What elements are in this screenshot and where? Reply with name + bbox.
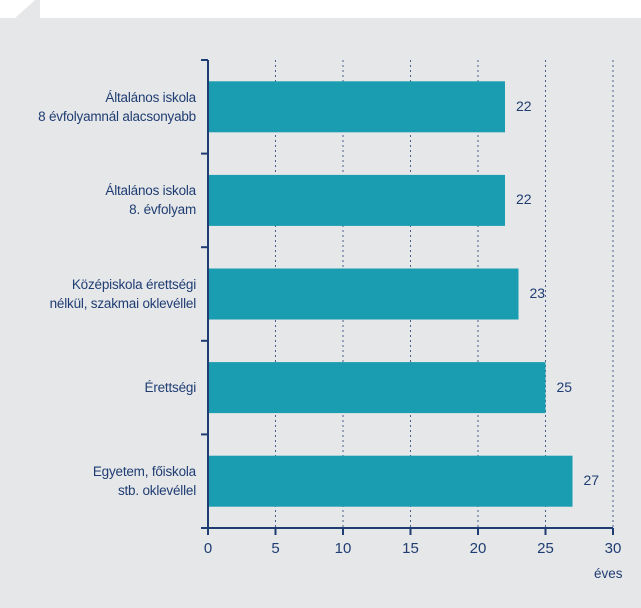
category-label: Általános iskola 8. évfolyam <box>105 181 196 219</box>
bar-series <box>208 81 573 507</box>
data-value-label: 27 <box>583 472 600 489</box>
category-label-line: stb. oklevéllel <box>117 483 196 499</box>
category-label: Általános iskola 8 évfolyamnál alacsonyab… <box>38 88 196 126</box>
x-tick-label: 15 <box>402 540 419 557</box>
x-tick-label: 5 <box>271 540 280 557</box>
x-tick-label: 20 <box>469 540 487 557</box>
category-label-line: Egyetem, főiskola <box>92 464 196 480</box>
x-axis-unit-label: éves <box>594 566 623 581</box>
x-tick-label: 30 <box>604 540 622 557</box>
data-value-label: 22 <box>516 191 532 208</box>
x-tick-label: 10 <box>334 540 352 557</box>
axes <box>201 59 614 535</box>
data-value-label: 22 <box>516 97 532 114</box>
data-value-label: 23 <box>529 285 546 301</box>
category-label-line: Érettségi <box>144 380 197 396</box>
category-label: Érettségi <box>144 378 197 397</box>
bar <box>208 174 505 226</box>
category-label-line: nélkül, szakmai oklevéllel <box>49 296 197 311</box>
data-value-label: 25 <box>556 378 573 395</box>
x-tick-label: 0 <box>203 540 213 557</box>
category-label-line: Általános iskola <box>105 89 196 105</box>
bar <box>208 268 519 320</box>
bar <box>208 455 573 507</box>
bar <box>208 362 546 414</box>
x-tick-label: 25 <box>537 540 554 557</box>
category-label-line: 8. évfolyam <box>129 202 196 218</box>
bar <box>208 81 505 133</box>
category-label: Egyetem, főiskola stb. oklevéllel <box>93 462 196 500</box>
category-label-line: 8 évfolyamnál alacsonyabb <box>38 108 196 124</box>
gridlines <box>275 60 614 528</box>
category-label-line: Középiskola érettségi <box>71 277 196 292</box>
category-label: Középiskola érettségi nélkül, szakmai okl… <box>49 275 197 313</box>
category-label-line: Általános iskola <box>105 183 196 199</box>
